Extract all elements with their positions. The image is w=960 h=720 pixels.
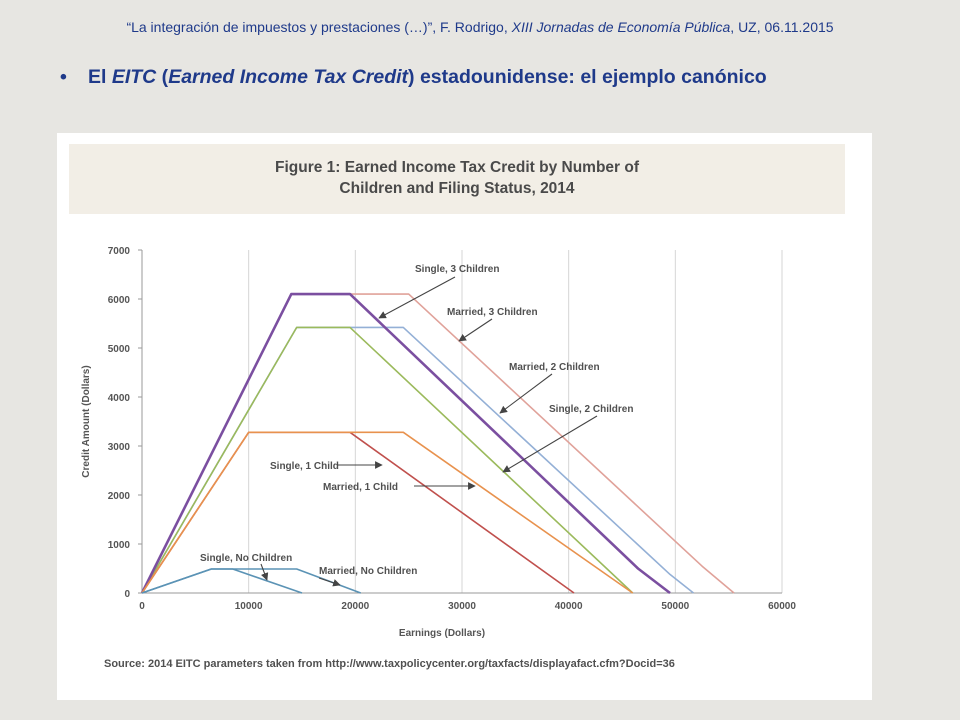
eitc-chart: 0 1000 2000 3000 4000 5000 6000 7000 0 10000 20000…	[81, 246, 796, 670]
series-arrow-single-2-children	[502, 415, 598, 473]
series-arrow-single-3-children	[378, 276, 456, 319]
bullet-eitc: EITC	[111, 66, 157, 88]
series-line-single-1-child	[141, 431, 634, 594]
figure-title-band: Figure 1: Earned Income Tax Credit by Nu…	[69, 144, 845, 214]
figure-panel: Figure 1: Earned Income Tax Credit by Nu…	[57, 133, 872, 700]
series-arrow-married-no-children	[318, 577, 341, 587]
y-tick-label-3000: 3000	[108, 442, 131, 453]
y-tick-label-4000: 4000	[108, 393, 131, 404]
series-line-married-3-children	[141, 293, 735, 594]
series-label-single-3-children: Single, 3 Children	[415, 264, 499, 275]
bullet-text: El EITC (Earned Income Tax Credit) estad…	[88, 63, 860, 91]
y-axis-label: Credit Amount (Dollars)	[81, 365, 92, 477]
x-tick-label-50000: 50000	[661, 601, 689, 612]
series-label-married-3-children: Married, 3 Children	[447, 307, 538, 318]
header-text-part2: , UZ, 06.11.2015	[730, 19, 834, 35]
header-event-name: XIII Jornadas de Economía Pública	[511, 19, 731, 35]
series-arrow-single-no-children	[260, 563, 269, 581]
x-tick-label-40000: 40000	[555, 601, 583, 612]
x-tick-label-60000: 60000	[768, 601, 796, 612]
y-tick-label-6000: 6000	[108, 295, 131, 306]
series-label-married-1-child: Married, 1 Child	[323, 482, 398, 493]
series-label-married-no-children: Married, No Children	[319, 566, 417, 577]
chart-source-note: Source: 2014 EITC parameters taken from …	[104, 658, 675, 670]
series-label-single-2-children: Single, 2 Children	[549, 404, 633, 415]
slide-header: “La integración de impuestos y prestacio…	[0, 19, 960, 35]
bullet-marker: •	[60, 66, 67, 88]
chart-title-line-1: Figure 1: Earned Income Tax Credit by Nu…	[274, 159, 640, 176]
x-tick-label-30000: 30000	[448, 601, 476, 612]
bullet-open-paren: (	[156, 66, 169, 88]
x-tick-label-0: 0	[139, 601, 145, 612]
y-tick-label-0: 0	[124, 589, 130, 600]
y-tick-label-1000: 1000	[108, 540, 131, 551]
y-tick-label-2000: 2000	[108, 491, 131, 502]
bullet-text-pre: El	[88, 66, 112, 88]
slide-bullet-point: • El EITC (Earned Income Tax Credit) est…	[60, 63, 860, 91]
y-tick-label-7000: 7000	[108, 246, 131, 257]
x-axis-label: Earnings (Dollars)	[399, 628, 485, 639]
y-tick-label-5000: 5000	[108, 344, 131, 355]
series-arrow-married-3-children	[458, 318, 493, 342]
series-arrow-married-2-children	[499, 373, 553, 414]
chart-title: Figure 1: Earned Income Tax Credit by Nu…	[69, 157, 845, 199]
series-label-married-2-children: Married, 2 Children	[509, 362, 600, 373]
series-line-single-no-children	[141, 568, 303, 594]
chart-title-line-2: Children and Filing Status, 2014	[339, 180, 575, 197]
x-tick-label-20000: 20000	[341, 601, 369, 612]
bullet-text-post: ) estadounidense: el ejemplo canónico	[408, 66, 767, 88]
series-line-single-2-children	[141, 326, 634, 594]
series-line-single-3-children	[140, 292, 671, 595]
series-label-single-no-children: Single, No Children	[200, 553, 292, 564]
series-label-single-1-child: Single, 1 Child	[270, 461, 339, 472]
bullet-eitc-full-name: Earned Income Tax Credit	[168, 66, 409, 88]
x-tick-label-10000: 10000	[235, 601, 263, 612]
header-text-part1: “La integración de impuestos y prestacio…	[126, 19, 512, 35]
